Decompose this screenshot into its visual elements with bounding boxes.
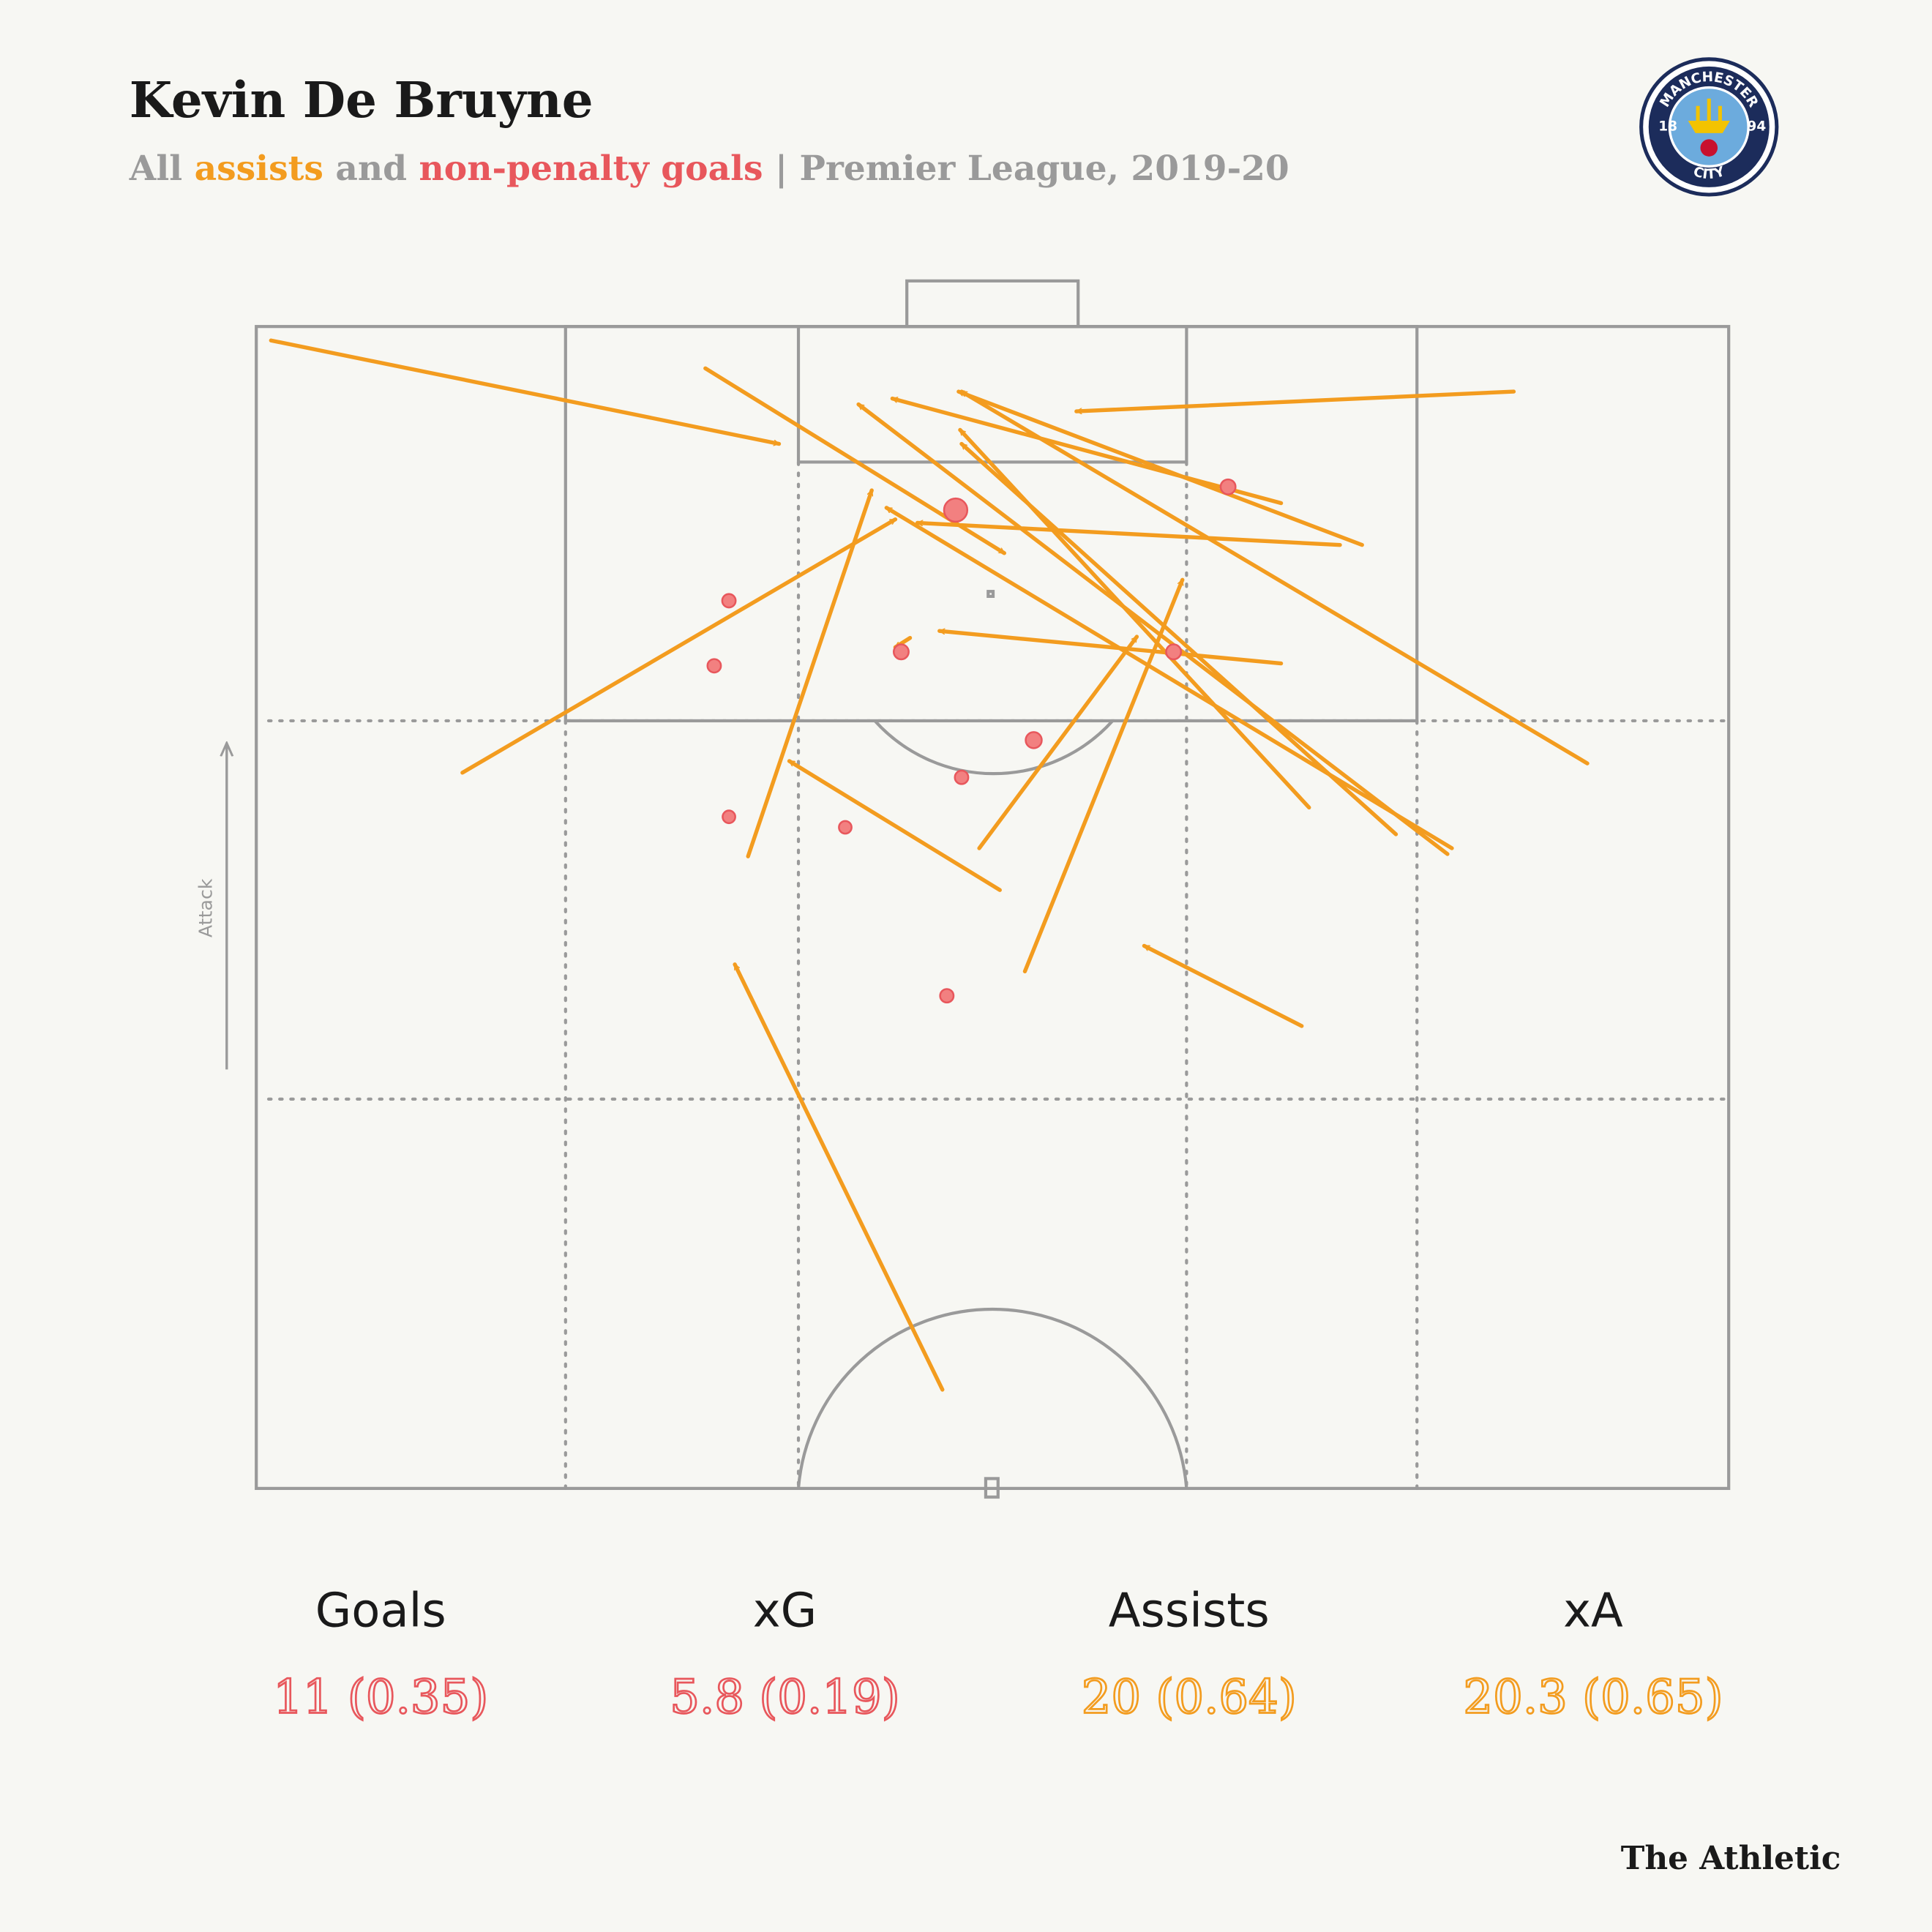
penalty-spot bbox=[986, 590, 995, 599]
subtitle-join: and bbox=[335, 149, 407, 189]
goal-shot bbox=[1025, 731, 1043, 749]
goal-shot bbox=[721, 593, 737, 609]
goal-shot bbox=[1165, 643, 1183, 661]
club-logo: MANCHESTER CITY 18 94 bbox=[1639, 57, 1779, 197]
goal-shot bbox=[954, 769, 970, 785]
logo-mast bbox=[1696, 98, 1722, 121]
goal-shot bbox=[838, 820, 853, 835]
goal bbox=[905, 279, 1080, 329]
goal-shot bbox=[722, 809, 736, 825]
marks bbox=[269, 338, 1590, 1392]
goal-shot bbox=[892, 643, 910, 661]
assist-arrow bbox=[977, 634, 1139, 850]
subtitle-suffix: | Premier League, 2019-20 bbox=[775, 149, 1289, 189]
assist-arrow bbox=[856, 402, 1450, 856]
legend-goals: non-penalty goals bbox=[419, 149, 763, 189]
assist-arrow bbox=[460, 517, 898, 775]
logo-ship bbox=[1688, 121, 1730, 133]
pitch bbox=[255, 279, 1731, 1499]
goal-shot bbox=[939, 988, 955, 1004]
stats: Goals 11 (0.35) xG 5.8 (0.19) Assists 20 (0.6… bbox=[272, 1584, 1724, 1725]
center-spot bbox=[984, 1477, 1000, 1499]
legend-assists: assists bbox=[195, 149, 323, 189]
assist-arrow bbox=[956, 389, 1364, 547]
assist-arrow bbox=[890, 399, 1284, 506]
goal-shot bbox=[706, 658, 722, 674]
stat-label: Goals bbox=[315, 1584, 446, 1638]
stat-value: 20 (0.64) bbox=[1082, 1670, 1297, 1724]
assist-arrow bbox=[746, 488, 874, 858]
subtitle: All assists and non-penalty goals | Prem… bbox=[129, 149, 1289, 189]
stat-label: xG bbox=[753, 1584, 817, 1638]
assist-arrow bbox=[1142, 943, 1304, 1028]
goal-shot bbox=[943, 497, 969, 523]
logo-rose bbox=[1700, 139, 1718, 157]
penalty-arc bbox=[873, 719, 1114, 776]
center-circle bbox=[796, 1307, 1188, 1489]
logo-right: 94 bbox=[1747, 119, 1766, 134]
stat-value: 20.3 (0.65) bbox=[1463, 1670, 1723, 1724]
assist-arrow bbox=[884, 506, 1454, 850]
chart-title: Kevin De Bruyne bbox=[130, 71, 594, 129]
logo-left: 18 bbox=[1658, 119, 1677, 134]
stat-label: Assists bbox=[1109, 1584, 1270, 1638]
assist-arrow bbox=[915, 523, 1342, 547]
assist-arrow bbox=[1022, 577, 1185, 974]
assist-arrow bbox=[787, 759, 1002, 892]
attack-label: Attack bbox=[195, 878, 217, 937]
goal-shot bbox=[1219, 478, 1237, 495]
stat-value: 5.8 (0.19) bbox=[670, 1670, 899, 1724]
stat-value: 11 (0.35) bbox=[273, 1670, 488, 1724]
assist-arrow bbox=[959, 389, 1590, 765]
assist-arrow bbox=[733, 962, 945, 1392]
brand: The Athletic bbox=[1621, 1840, 1841, 1877]
assist-arrow bbox=[937, 631, 1284, 666]
subtitle-prefix: All bbox=[129, 149, 182, 189]
stat-label: xA bbox=[1563, 1584, 1623, 1638]
assist-arrow bbox=[1074, 389, 1516, 411]
assist-arrow bbox=[269, 338, 782, 443]
